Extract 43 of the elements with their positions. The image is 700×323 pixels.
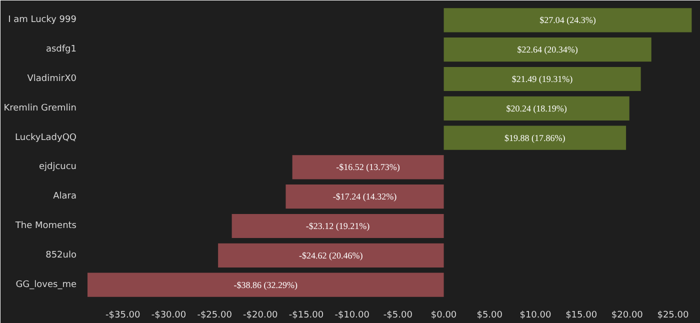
data-label: $20.24 (18.19%)	[506, 103, 567, 114]
y-tick-label: GG_loves_me	[16, 280, 77, 290]
x-tick-label: $15.00	[566, 310, 598, 320]
bar	[444, 96, 630, 120]
bar	[444, 66, 641, 92]
y-tick-label: The Moments	[14, 221, 77, 231]
x-tick-label: -$5.00	[383, 310, 413, 320]
y-tick-label: Kremlin Gremlin	[4, 103, 77, 114]
data-label: -$17.24 (14.32%)	[332, 192, 397, 202]
y-tick-label: VladimirX0	[27, 74, 77, 84]
x-tick-label: -$15.00	[288, 310, 324, 320]
x-tick-label: -$35.00	[106, 310, 141, 320]
x-tick-label: $25.00	[657, 310, 690, 320]
bar	[444, 126, 626, 150]
data-label: $19.88 (17.86%)	[504, 132, 566, 143]
y-tick-label: Alara	[53, 192, 77, 202]
bar	[286, 184, 444, 209]
x-tick-label: -$25.00	[197, 310, 232, 320]
y-tick-label: I am Lucky 999	[8, 15, 77, 26]
data-label: -$24.62 (20.46%)	[299, 250, 363, 260]
data-label: $21.49 (19.31%)	[512, 74, 573, 84]
x-tick-label: $10.00	[520, 310, 552, 320]
data-label: $22.64 (20.34%)	[517, 44, 578, 55]
data-label: -$23.12 (19.21%)	[306, 221, 370, 231]
x-tick-label: $0.00	[430, 310, 457, 320]
y-tick-label: asdfg1	[46, 44, 77, 55]
bar	[218, 243, 444, 268]
bar	[292, 155, 444, 180]
x-tick-label: $20.00	[611, 310, 644, 320]
y-tick-label: ejdjcucu	[38, 162, 77, 172]
bar	[444, 38, 652, 62]
data-label: -$16.52 (13.73%)	[336, 162, 400, 172]
bar	[88, 272, 444, 297]
x-tick-label: $5.00	[476, 310, 503, 320]
x-tick-label: -$20.00	[243, 310, 278, 320]
y-tick-label: 852ulo	[46, 250, 77, 260]
data-label: $27.04 (24.3%)	[540, 15, 596, 26]
x-tick-label: -$30.00	[151, 310, 186, 320]
x-tick-label: -$10.00	[334, 310, 370, 320]
bar	[444, 8, 692, 32]
data-label: -$38.86 (32.29%)	[234, 280, 298, 290]
bar	[232, 214, 444, 238]
y-tick-label: LuckyLadyQQ	[15, 132, 77, 143]
